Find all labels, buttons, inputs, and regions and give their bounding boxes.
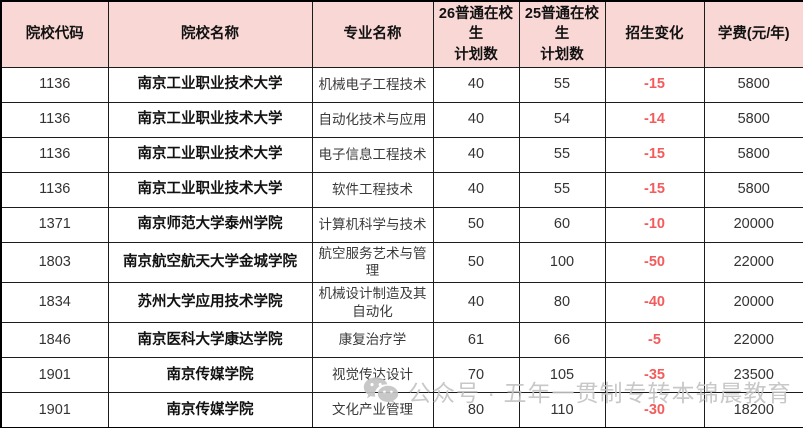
cell-fee: 5800: [703, 101, 803, 138]
cell-school: 南京医科大学康达学院: [107, 322, 313, 359]
cell-plan26: 50: [432, 241, 520, 283]
cell-school: 南京师范大学泰州学院: [107, 206, 313, 243]
cell-fee: 20000: [703, 281, 803, 324]
cell-code: 1834: [0, 281, 109, 324]
cell-plan26: 70: [432, 357, 520, 394]
header-row: 院校代码 院校名称 专业名称 26普通在校生 计划数 25普通在校生 计划数 招…: [0, 0, 803, 68]
column-header-code: 院校代码: [0, 0, 109, 68]
cell-fee: 5800: [703, 66, 803, 103]
cell-plan26: 40: [432, 171, 520, 208]
table-row: 1136 南京工业职业技术大学 电子信息工程技术 40 55 -15 5800: [0, 136, 803, 173]
column-header-plan26: 26普通在校生 计划数: [432, 0, 520, 68]
table-body: 1136 南京工业职业技术大学 机械电子工程技术 40 55 -15 5800 1136 南京工…: [0, 66, 803, 428]
cell-fee: 20000: [703, 206, 803, 243]
cell-fee: 18200: [703, 392, 803, 428]
cell-major: 机械设计制造及其自动化: [311, 281, 434, 324]
table-row: 1136 南京工业职业技术大学 软件工程技术 40 55 -15 5800: [0, 171, 803, 208]
cell-major: 机械电子工程技术: [311, 66, 434, 103]
column-header-major: 专业名称: [311, 0, 434, 68]
cell-major: 自动化技术与应用: [311, 101, 434, 138]
cell-plan26: 40: [432, 66, 520, 103]
cell-plan26: 40: [432, 136, 520, 173]
table-row: 1834 苏州大学应用技术学院 机械设计制造及其自动化 40 80 -40 20000: [0, 281, 803, 324]
cell-major: 软件工程技术: [311, 171, 434, 208]
cell-plan25: 66: [518, 322, 606, 359]
cell-school: 南京工业职业技术大学: [107, 171, 313, 208]
cell-change: -15: [604, 66, 705, 103]
table-row: 1803 南京航空航天大学金城学院 航空服务艺术与管理 50 100 -50 22000: [0, 241, 803, 283]
cell-school: 南京航空航天大学金城学院: [107, 241, 313, 283]
cell-fee: 5800: [703, 171, 803, 208]
table-row: 1846 南京医科大学康达学院 康复治疗学 61 66 -5 22000: [0, 322, 803, 359]
cell-plan25: 60: [518, 206, 606, 243]
column-header-plan25: 25普通在校生 计划数: [518, 0, 606, 68]
cell-school: 南京传媒学院: [107, 357, 313, 394]
table-row: 1136 南京工业职业技术大学 自动化技术与应用 40 54 -14 5800: [0, 101, 803, 138]
cell-code: 1901: [0, 392, 109, 428]
cell-major: 视觉传达设计: [311, 357, 434, 394]
cell-major: 航空服务艺术与管理: [311, 241, 434, 283]
cell-school: 南京工业职业技术大学: [107, 66, 313, 103]
cell-fee: 23500: [703, 357, 803, 394]
cell-plan25: 105: [518, 357, 606, 394]
cell-plan26: 40: [432, 101, 520, 138]
cell-plan26: 61: [432, 322, 520, 359]
cell-school: 南京工业职业技术大学: [107, 136, 313, 173]
cell-plan26: 80: [432, 392, 520, 428]
cell-change: -14: [604, 101, 705, 138]
cell-plan25: 80: [518, 281, 606, 324]
cell-major: 电子信息工程技术: [311, 136, 434, 173]
cell-code: 1136: [0, 101, 109, 138]
table-header: 院校代码 院校名称 专业名称 26普通在校生 计划数 25普通在校生 计划数 招…: [0, 0, 803, 68]
cell-code: 1136: [0, 136, 109, 173]
cell-change: -10: [604, 206, 705, 243]
cell-code: 1136: [0, 171, 109, 208]
column-header-school: 院校名称: [107, 0, 313, 68]
cell-change: -40: [604, 281, 705, 324]
cell-school: 南京传媒学院: [107, 392, 313, 428]
cell-code: 1136: [0, 66, 109, 103]
cell-change: -30: [604, 392, 705, 428]
cell-plan25: 100: [518, 241, 606, 283]
cell-change: -50: [604, 241, 705, 283]
cell-plan25: 55: [518, 66, 606, 103]
cell-major: 计算机科学与技术: [311, 206, 434, 243]
cell-plan25: 54: [518, 101, 606, 138]
cell-plan25: 110: [518, 392, 606, 428]
cell-school: 南京工业职业技术大学: [107, 101, 313, 138]
cell-school: 苏州大学应用技术学院: [107, 281, 313, 324]
cell-fee: 22000: [703, 322, 803, 359]
column-header-change: 招生变化: [604, 0, 705, 68]
column-header-fee: 学费(元/年): [703, 0, 803, 68]
cell-fee: 22000: [703, 241, 803, 283]
cell-code: 1901: [0, 357, 109, 394]
cell-fee: 5800: [703, 136, 803, 173]
table-row: 1901 南京传媒学院 文化产业管理 80 110 -30 18200: [0, 392, 803, 428]
cell-change: -15: [604, 136, 705, 173]
cell-plan25: 55: [518, 136, 606, 173]
cell-change: -35: [604, 357, 705, 394]
table-row: 1136 南京工业职业技术大学 机械电子工程技术 40 55 -15 5800: [0, 66, 803, 103]
cell-major: 康复治疗学: [311, 322, 434, 359]
cell-code: 1846: [0, 322, 109, 359]
cell-plan26: 40: [432, 281, 520, 324]
cell-plan26: 50: [432, 206, 520, 243]
cell-code: 1371: [0, 206, 109, 243]
cell-plan25: 55: [518, 171, 606, 208]
cell-code: 1803: [0, 241, 109, 283]
table-row: 1371 南京师范大学泰州学院 计算机科学与技术 50 60 -10 20000: [0, 206, 803, 243]
cell-major: 文化产业管理: [311, 392, 434, 428]
table-row: 1901 南京传媒学院 视觉传达设计 70 105 -35 23500: [0, 357, 803, 394]
cell-change: -15: [604, 171, 705, 208]
cell-change: -5: [604, 322, 705, 359]
